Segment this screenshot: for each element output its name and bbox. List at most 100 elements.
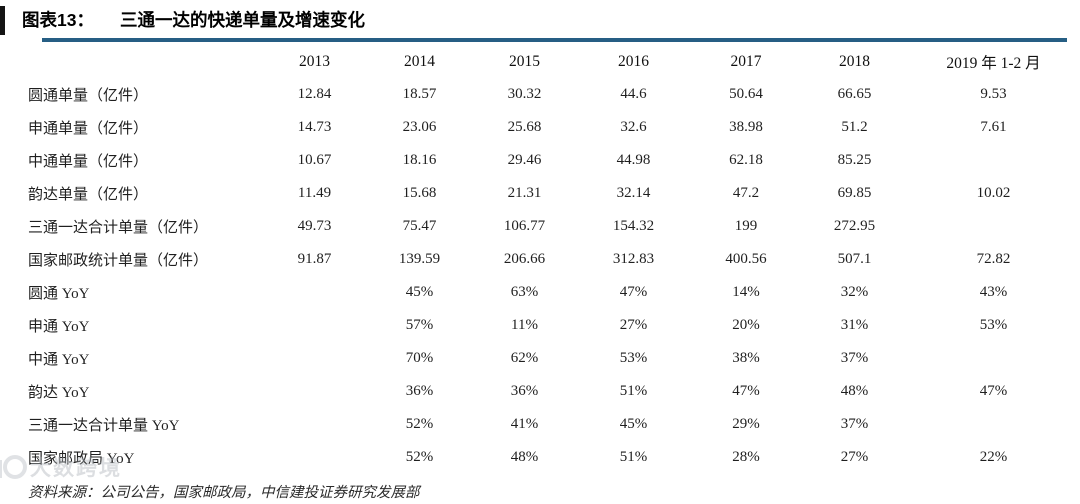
column-header: 2017 (730, 52, 762, 70)
table-cell (262, 342, 367, 375)
table-cell: 507.1 (837, 251, 872, 267)
table-cell: 72.82 (976, 251, 1011, 267)
table-cell: 106.77 (503, 218, 546, 234)
table-cell: 29% (732, 416, 760, 432)
page-title: 三通一达的快递单量及增速变化 (119, 10, 365, 30)
table-cell (262, 408, 367, 441)
table-cell: 45% (619, 416, 648, 432)
table-cell: 400.56 (725, 251, 767, 267)
table-cell (262, 309, 367, 342)
row-label: 韵达 YoY (28, 385, 90, 401)
table-cell: 38% (732, 350, 760, 366)
table-body: 圆通单量（亿件） 12.84 18.57 30.32 44.6 50.64 66.65 9.5… (0, 78, 1080, 474)
table-cell: 44.98 (616, 152, 651, 168)
table-cell: 75.47 (402, 218, 437, 234)
left-edge-bar (0, 6, 5, 35)
table-cell: 51% (619, 383, 648, 399)
table-row: 中通 YoY 70% 62% 53% 38% 37% (0, 342, 1080, 375)
table-cell: 70% (405, 350, 434, 366)
table-cell: 48% (510, 449, 539, 465)
table-row: 申通 YoY 57% 11% 27% 20% 31% 53% (0, 309, 1080, 342)
table-cell: 27% (619, 317, 648, 333)
table-cell: 85.25 (837, 152, 872, 168)
table-row: 圆通单量（亿件） 12.84 18.57 30.32 44.6 50.64 66.65 9.5… (0, 78, 1080, 111)
row-label: 申通 YoY (28, 319, 90, 335)
table-cell: 44.6 (620, 86, 647, 102)
table-cell: 43% (979, 284, 1008, 300)
table-cell: 272.95 (833, 218, 876, 234)
table-row: 国家邮政统计单量（亿件） 91.87 139.59 206.66 312.83 400.5… (0, 243, 1080, 276)
table-cell: 69.85 (837, 185, 872, 201)
title-underline-rule (42, 38, 1067, 42)
table-cell: 21.31 (507, 185, 542, 201)
table-cell: 52% (405, 416, 434, 432)
table-cell (907, 144, 1080, 177)
table-cell: 53% (979, 317, 1008, 333)
table-cell: 36% (405, 383, 434, 399)
table-cell: 38.98 (729, 119, 763, 135)
table-cell: 66.65 (837, 86, 872, 102)
table-cell: 50.64 (729, 86, 763, 102)
table-cell: 47.2 (732, 185, 760, 201)
table-cell: 20% (732, 317, 760, 333)
table-cell: 312.83 (612, 251, 655, 267)
table-cell (907, 408, 1080, 441)
row-label: 圆通单量（亿件） (28, 88, 149, 104)
table-cell: 11% (511, 317, 538, 333)
table-cell: 37% (840, 350, 869, 366)
row-label: 三通一达合计单量（亿件） (28, 220, 209, 236)
table-cell: 41% (510, 416, 539, 432)
table-cell: 51.2 (841, 119, 868, 135)
table-cell: 10.67 (297, 152, 332, 168)
table-cell: 7.61 (980, 119, 1007, 135)
table-cell: 14% (732, 284, 760, 300)
table-cell: 47% (619, 284, 648, 300)
column-header: 2018 (839, 52, 870, 70)
table-cell: 32.14 (616, 185, 651, 201)
table-cell (907, 342, 1080, 375)
table-cell: 22% (979, 449, 1008, 465)
table-row: 申通单量（亿件） 14.73 23.06 25.68 32.6 38.98 51.2 7.61 (0, 111, 1080, 144)
table-cell: 199 (734, 218, 758, 234)
row-label: 中通 YoY (28, 352, 90, 368)
row-label: 国家邮政统计单量（亿件） (28, 253, 209, 269)
table-cell: 31% (840, 317, 869, 333)
table-cell: 49.73 (297, 218, 332, 234)
column-header: 2016 (618, 52, 649, 70)
table-cell (262, 276, 367, 309)
table-row: 韵达 YoY 36% 36% 51% 47% 48% 47% (0, 375, 1080, 408)
column-header: 2014 (404, 52, 435, 70)
table-cell: 10.02 (976, 185, 1011, 201)
table-cell: 62% (510, 350, 539, 366)
header-row: 2013 2014 2015 2016 2017 2018 2019 年 1-2… (0, 45, 1080, 78)
data-table: 2013 2014 2015 2016 2017 2018 2019 年 1-2… (0, 45, 1080, 474)
table-row: 三通一达合计单量（亿件） 49.73 75.47 106.77 154.32 199 272… (0, 210, 1080, 243)
table-cell: 29.46 (507, 152, 542, 168)
exhibit-header: 图表13： 三通一达的快递单量及增速变化 (0, 0, 1080, 42)
table-cell: 32.6 (620, 119, 647, 135)
table-cell: 9.53 (980, 86, 1007, 102)
table-row: 圆通 YoY 45% 63% 47% 14% 32% 43% (0, 276, 1080, 309)
table-cell: 91.87 (297, 251, 332, 267)
row-label: 三通一达合计单量 YoY (28, 418, 180, 434)
source-note: 资料来源：公司公告，国家邮政局，中信建投证券研究发展部 (28, 485, 420, 501)
table-cell: 139.59 (398, 251, 441, 267)
table-cell: 15.68 (402, 185, 437, 201)
figure-label: 图表13： (22, 10, 94, 30)
table-cell: 52% (405, 449, 434, 465)
column-header: 2015 (509, 52, 540, 70)
table-cell: 47% (979, 383, 1008, 399)
table-cell: 47% (732, 383, 760, 399)
table-cell: 36% (510, 383, 539, 399)
table-cell: 32% (840, 284, 869, 300)
column-header: 2019 年 1-2 月 (946, 54, 1041, 72)
table-cell: 37% (840, 416, 869, 432)
table-cell: 154.32 (612, 218, 655, 234)
table-cell: 18.16 (402, 152, 437, 168)
table-row: 国家邮政局 YoY 52% 48% 51% 28% 27% 22% (0, 441, 1080, 474)
table-cell (262, 441, 367, 474)
table-cell (907, 210, 1080, 243)
table-cell: 57% (405, 317, 434, 333)
table-cell: 48% (840, 383, 869, 399)
column-header: 2013 (299, 52, 330, 70)
